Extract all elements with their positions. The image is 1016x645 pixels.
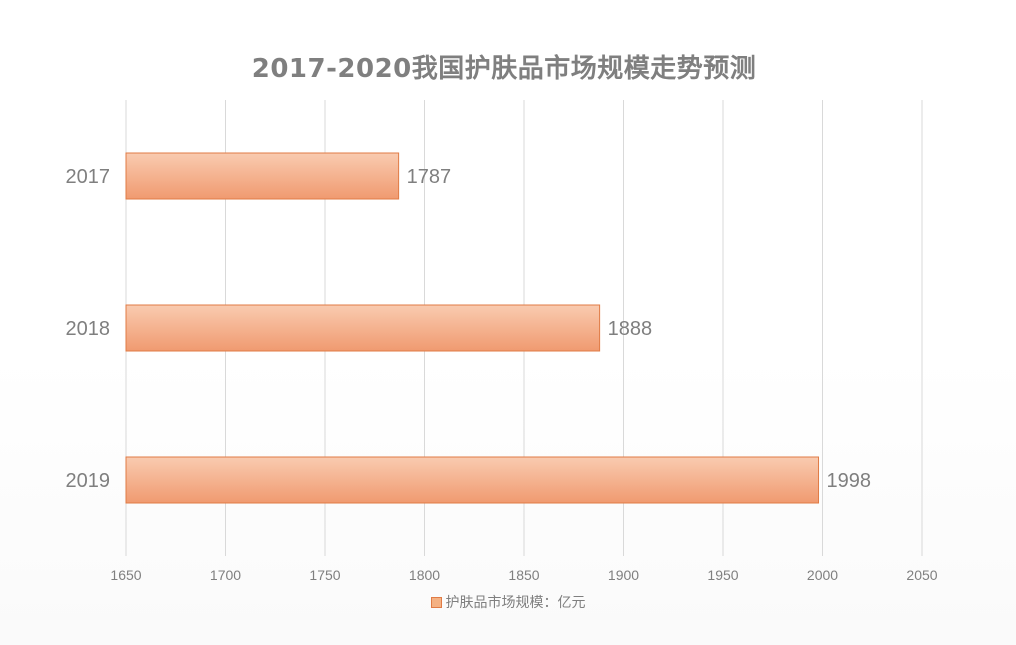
- y-category-label: 2018: [66, 318, 111, 340]
- data-label: 1787: [407, 166, 452, 188]
- legend: 护肤品市场规模：亿元: [0, 592, 1016, 612]
- y-category-label: 2019: [66, 470, 111, 492]
- x-tick-label: 1800: [409, 567, 440, 583]
- labels: 1650 1700 1750 1800 1850 1900 1950 2000 2050 2017…: [66, 166, 938, 583]
- x-tick-label: 1700: [210, 567, 241, 583]
- x-tick-label: 1950: [707, 567, 738, 583]
- x-tick-label: 1850: [508, 567, 539, 583]
- legend-swatch: [430, 596, 442, 608]
- bar: [125, 456, 820, 504]
- y-category-label: 2017: [66, 166, 111, 188]
- x-tick-label: 1900: [608, 567, 639, 583]
- bar: [125, 304, 601, 352]
- bar: [125, 152, 400, 200]
- x-tick-label: 1650: [110, 567, 141, 583]
- legend-label: 护肤品市场规模：亿元: [445, 595, 586, 611]
- data-label: 1998: [827, 470, 872, 492]
- x-tick-label: 2000: [807, 567, 838, 583]
- x-tick-label: 1750: [309, 567, 340, 583]
- bars: [125, 152, 820, 504]
- chart-title: 2017-2020我国护肤品市场规模走势预测: [251, 54, 757, 84]
- x-tick-label: 2050: [906, 567, 937, 583]
- data-label: 1888: [608, 318, 653, 340]
